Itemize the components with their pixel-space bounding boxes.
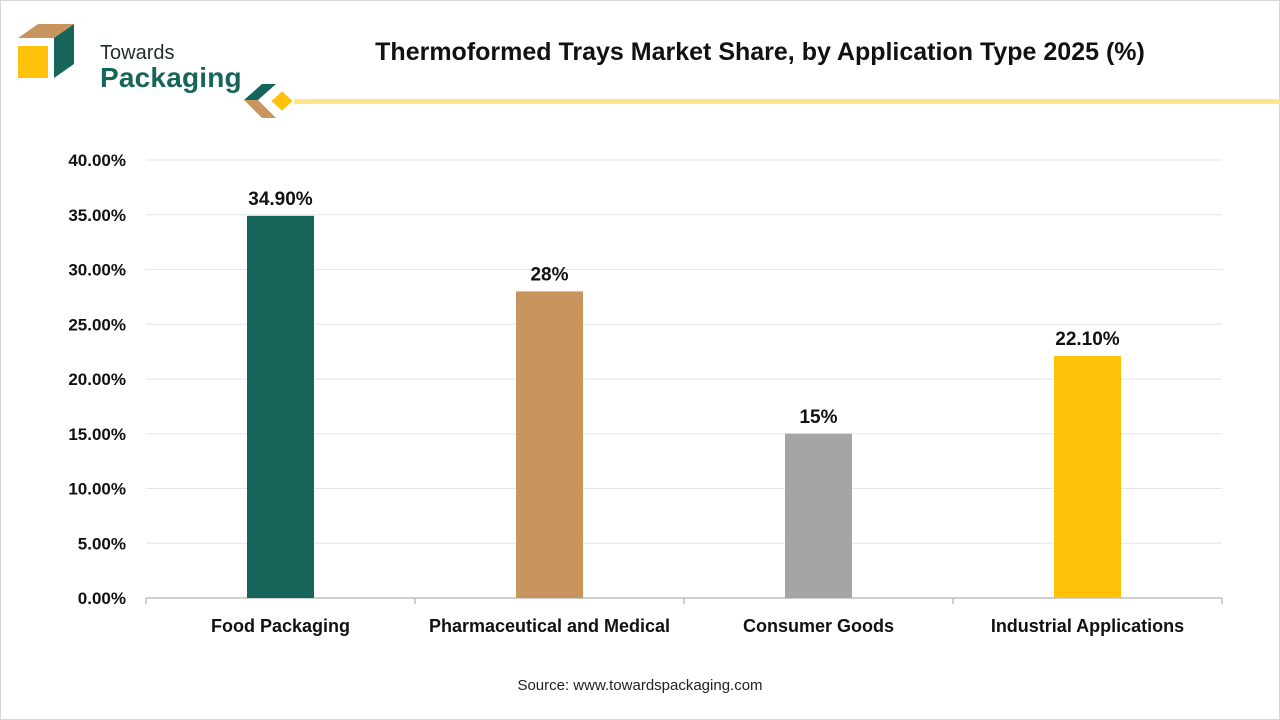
y-tick-label: 20.00% [68,370,126,389]
towards-packaging-logo: Towards Packaging [16,20,242,93]
title-divider-decoration [244,84,1280,118]
x-tick-label: Pharmaceutical and Medical [429,616,670,636]
source-note: Source: www.towardspackaging.com [517,677,763,694]
data-label: 34.90% [248,189,313,210]
bar [516,291,583,598]
y-tick-label: 30.00% [68,261,126,280]
bar [247,215,314,598]
data-label: 28% [530,264,568,285]
y-tick-label: 40.00% [68,151,126,170]
data-label: 15% [799,407,837,428]
bar [1054,356,1121,598]
y-tick-label: 35.00% [68,206,126,225]
x-tick-label: Industrial Applications [991,616,1184,636]
logo-text-towards: Towards [100,42,175,64]
x-tick-label: Consumer Goods [743,616,894,636]
logo-text-packaging: Packaging [100,62,242,93]
x-tick-label: Food Packaging [211,616,350,636]
y-tick-label: 15.00% [68,425,126,444]
chart-title: Thermoformed Trays Market Share, by Appl… [375,38,1145,66]
logo-box-icon [18,24,74,78]
y-tick-label: 25.00% [68,315,126,334]
y-tick-label: 0.00% [78,589,126,608]
data-label: 22.10% [1055,329,1120,350]
y-tick-label: 5.00% [78,534,126,553]
bar [785,433,852,598]
y-tick-label: 10.00% [68,480,126,499]
